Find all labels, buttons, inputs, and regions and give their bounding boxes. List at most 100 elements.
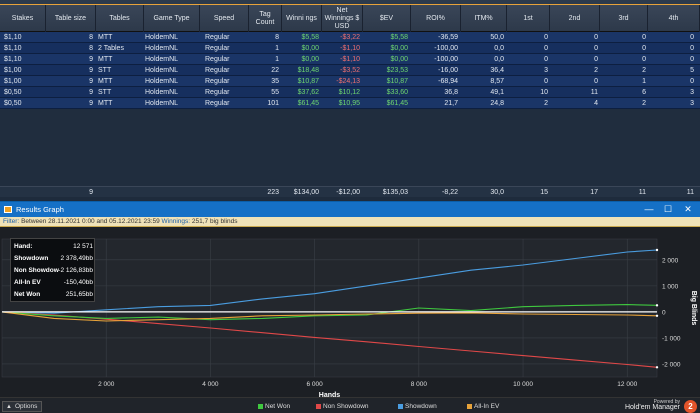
column-header[interactable]: Game Type (144, 5, 200, 32)
column-header[interactable]: 2nd (550, 5, 600, 32)
table-cell: 0 (544, 34, 548, 41)
table-cell: 36,8 (444, 89, 458, 96)
column-header[interactable]: ITM% (461, 5, 507, 32)
legend-label: Non Showdown (323, 403, 369, 410)
filter-bar[interactable]: Filter: Between 28.11.2021 0:00 and 05.1… (0, 217, 700, 227)
column-header[interactable]: ROI% (411, 5, 461, 32)
table-cell: 9 (89, 100, 93, 107)
table-cell: 8 (89, 45, 93, 52)
x-tick-label: 2 000 (98, 381, 115, 388)
table-cell: $61,45 (386, 100, 408, 107)
table-row[interactable]: $1,10 8 MTT HoldemNL Regular 8 $5,58 -$3,22 $5,5… (0, 32, 700, 43)
table-cell: 49,1 (490, 89, 504, 96)
series-line-non-showdown (1, 311, 658, 368)
table-header: Stakes Table size Tables Game Type Speed Tag … (0, 5, 700, 32)
column-header[interactable]: Tables (96, 5, 144, 32)
table-row[interactable]: $1,10 8 2 Tables HoldemNL Regular 1 $0,00 -$1,1… (0, 43, 700, 54)
legend-label: Showdown (405, 403, 437, 410)
table-cell: HoldemNL (145, 89, 179, 96)
column-header[interactable]: 1st (507, 5, 550, 32)
table-row[interactable]: $0,50 9 MTT HoldemNL Regular 101 $61,45 $10,95 $… (0, 98, 700, 109)
column-header[interactable]: Speed (200, 5, 249, 32)
totals-cell (200, 187, 249, 198)
table-cell: 0 (594, 34, 598, 41)
totals-cell (0, 187, 46, 198)
table-cell: 36,4 (490, 67, 504, 74)
totals-cell: 11 (686, 189, 694, 196)
totals-row: 9 223 $134,00 -$12,00 $135,03 -8,22 30,0 15 17 11… (0, 186, 700, 197)
table-cell: $0,50 (4, 100, 22, 107)
table-cell: $1,10 (4, 56, 22, 63)
column-header[interactable]: 4th (648, 5, 700, 32)
x-tick-label: 6 000 (306, 381, 323, 388)
close-button[interactable]: ✕ (684, 204, 692, 214)
legend-label: All-In EV (474, 403, 500, 410)
table-cell: -$1,10 (340, 56, 360, 63)
totals-cell: 17 (590, 189, 598, 196)
maximize-button[interactable]: ☐ (663, 204, 673, 214)
table-cell: $1,00 (4, 67, 22, 74)
series-line-net-won (1, 304, 658, 321)
table-cell: 22 (271, 67, 279, 74)
table-cell: Regular (205, 78, 230, 85)
column-header[interactable]: Tag Count (249, 5, 282, 32)
table-cell: HoldemNL (145, 34, 179, 41)
table-cell: 2 (544, 100, 548, 107)
infobox-key: Hand: (14, 243, 33, 250)
results-chart: 2 000 4 000 6 000 8 000 10 000 12 000 2 000 1 0… (0, 227, 700, 400)
infobox-key: Non Showdow (14, 267, 59, 274)
table-cell: 0 (690, 56, 694, 63)
table-cell: Regular (205, 67, 230, 74)
column-header[interactable]: $EV (363, 5, 411, 32)
results-graph-window: Results Graph — ☐ ✕ Filter: Between 28.1… (0, 201, 700, 413)
minimize-button[interactable]: — (644, 204, 654, 214)
table-cell: $1,10 (4, 34, 22, 41)
table-cell: $10,95 (338, 100, 360, 107)
table-row[interactable]: $0,50 9 STT HoldemNL Regular 55 $37,62 $10,12 $3… (0, 87, 700, 98)
legend-item[interactable]: Showdown (398, 402, 437, 411)
column-header[interactable]: Winni ngs (282, 5, 322, 32)
table-cell: 11 (590, 89, 598, 96)
column-header[interactable]: Stakes (0, 5, 46, 32)
table-cell: 55 (271, 89, 279, 96)
x-tick-label: 8 000 (411, 381, 428, 388)
infobox-value: 251,65bb (65, 291, 93, 298)
table-cell: $10,12 (338, 89, 360, 96)
infobox-row: Net Won 251,65bb (14, 290, 93, 299)
infobox-row: Hand: 12 571 (14, 242, 93, 251)
table-cell: 0 (544, 45, 548, 52)
table-cell: Regular (205, 89, 230, 96)
table-cell: 2 (642, 100, 646, 107)
y-tick-label: 1 000 (662, 283, 679, 290)
table-cell: MTT (98, 78, 113, 85)
legend-item[interactable]: Non Showdown (316, 402, 369, 411)
infobox-key: All-In EV (14, 279, 41, 286)
options-button[interactable]: ▲ Options (2, 401, 43, 412)
table-cell: 5 (690, 67, 694, 74)
table-cell: 24,8 (490, 100, 504, 107)
table-row[interactable]: $1,00 9 STT HoldemNL Regular 22 $18,48 -$3,52 $2… (0, 65, 700, 76)
infobox-row: Showdown 2 378,49bb (14, 254, 93, 263)
legend-item[interactable]: All-In EV (467, 402, 499, 411)
table-row[interactable]: $1,10 9 MTT HoldemNL Regular 1 $0,00 -$1,10 $0,0… (0, 54, 700, 65)
table-cell: $37,62 (297, 89, 319, 96)
window-titlebar[interactable]: Results Graph — ☐ ✕ (0, 202, 700, 217)
table-cell: 3 (690, 89, 694, 96)
table-cell: MTT (98, 100, 113, 107)
table-cell: $0,00 (301, 56, 319, 63)
column-header[interactable]: Net Winnings $ USD (322, 5, 363, 32)
table-cell: 2 Tables (98, 45, 124, 52)
series-end-point (655, 366, 659, 369)
infobox-value: -2 126,83bb (58, 267, 93, 274)
column-header[interactable]: Table size (46, 5, 96, 32)
legend-item[interactable]: Net Won (258, 402, 290, 411)
column-header[interactable]: 3rd (600, 5, 648, 32)
table-row[interactable]: $1,00 9 MTT HoldemNL Regular 35 $10,87 -$24,13 $… (0, 76, 700, 87)
table-cell: HoldemNL (145, 56, 179, 63)
triangle-up-icon: ▲ (6, 404, 12, 410)
infobox-row: All-In EV -150,40bb (14, 278, 93, 287)
table-cell: 3 (690, 100, 694, 107)
series-end-point (655, 304, 659, 307)
totals-cell: -8,22 (442, 189, 458, 196)
legend-swatch (316, 404, 321, 409)
